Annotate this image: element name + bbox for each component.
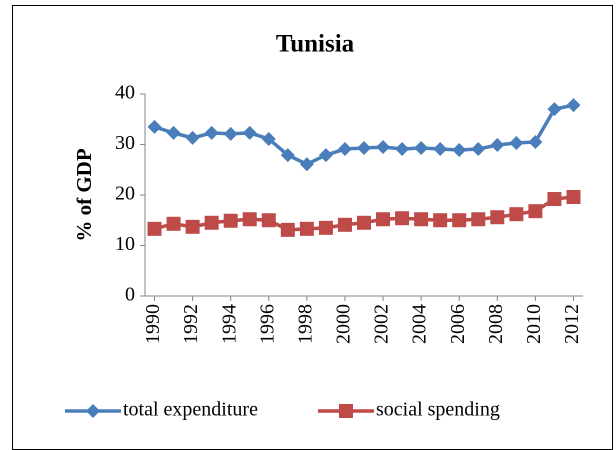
data-point xyxy=(395,211,410,226)
data-point xyxy=(509,135,524,150)
data-point xyxy=(318,220,333,235)
x-tick-label: 2006 xyxy=(447,304,469,344)
data-point xyxy=(395,142,410,157)
data-point xyxy=(452,143,467,158)
data-point xyxy=(357,141,371,156)
data-point xyxy=(471,142,486,157)
y-tick-label: 20 xyxy=(115,183,135,205)
legend-marker xyxy=(339,404,353,418)
data-point xyxy=(547,102,562,117)
data-point xyxy=(433,142,448,157)
data-point xyxy=(185,130,200,145)
y-tick-label: 30 xyxy=(115,132,135,154)
data-point xyxy=(299,221,314,236)
x-tick-label: 2002 xyxy=(371,304,393,344)
data-point xyxy=(566,190,581,205)
x-tick-label: 1996 xyxy=(256,304,278,344)
y-axis-label: % of GDP xyxy=(72,148,96,241)
data-point xyxy=(414,141,429,156)
x-tick-label: 2010 xyxy=(523,304,545,344)
x-tick-label: 1990 xyxy=(142,304,164,344)
x-tick-label: 1994 xyxy=(218,304,240,344)
data-point xyxy=(337,142,352,157)
data-point xyxy=(166,125,181,140)
data-point xyxy=(376,140,391,155)
data-point xyxy=(471,212,486,227)
data-point xyxy=(337,217,352,232)
data-point xyxy=(318,148,333,163)
x-tick-label: 2000 xyxy=(333,304,355,344)
data-point xyxy=(414,212,429,227)
data-point xyxy=(299,157,314,172)
x-tick-label: 1998 xyxy=(294,304,316,344)
data-point xyxy=(261,213,276,228)
data-point xyxy=(452,213,467,228)
data-point xyxy=(204,215,219,230)
x-tick-label: 1992 xyxy=(180,304,202,344)
data-point xyxy=(280,148,295,163)
data-point xyxy=(433,213,448,228)
data-point xyxy=(528,134,543,149)
y-tick-label: 0 xyxy=(125,284,135,306)
data-point xyxy=(528,204,543,219)
data-point xyxy=(204,125,219,140)
x-tick-label: 2012 xyxy=(561,304,583,344)
x-tick-label: 2004 xyxy=(409,304,431,344)
data-point xyxy=(223,213,238,228)
data-point xyxy=(147,221,162,236)
data-point xyxy=(147,119,162,134)
data-point xyxy=(185,219,200,234)
legend-marker xyxy=(86,404,100,418)
legend-label: social spending xyxy=(376,399,500,421)
data-point xyxy=(376,212,391,227)
chart-title: Tunisia xyxy=(276,31,355,58)
x-tick-label: 2008 xyxy=(485,304,507,344)
data-point xyxy=(490,138,505,153)
y-tick-label: 40 xyxy=(115,82,135,104)
data-point xyxy=(357,215,371,230)
y-tick-label: 10 xyxy=(115,233,135,255)
data-point xyxy=(547,192,562,207)
data-point xyxy=(223,126,238,141)
legend-label: total expenditure xyxy=(123,399,258,421)
data-point xyxy=(166,216,181,231)
data-point xyxy=(566,98,581,113)
data-point xyxy=(509,207,524,222)
data-point xyxy=(242,125,257,140)
data-point xyxy=(242,212,257,227)
data-point xyxy=(261,131,276,146)
data-point xyxy=(490,210,505,225)
data-point xyxy=(280,222,295,237)
